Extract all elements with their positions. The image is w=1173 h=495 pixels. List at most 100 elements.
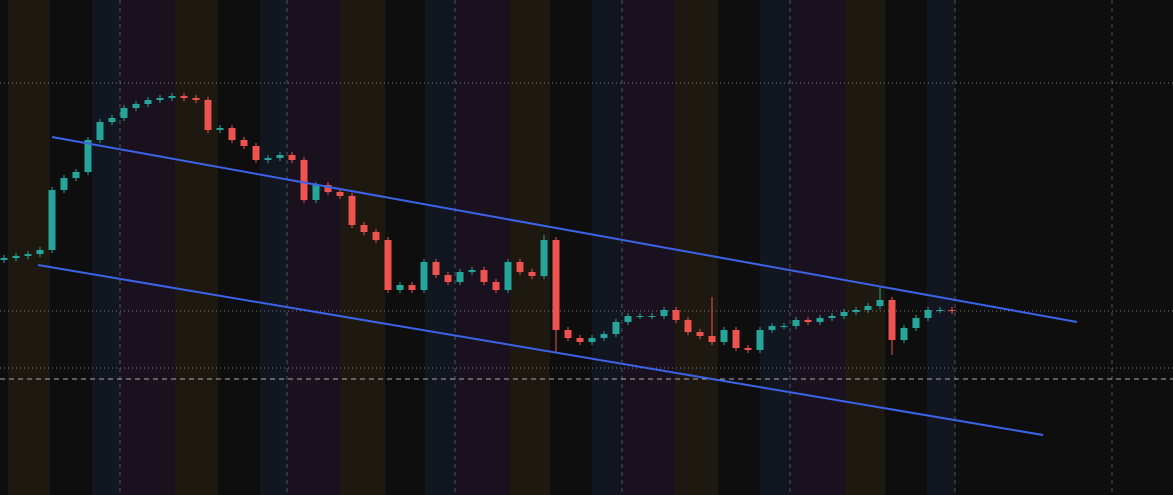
candle-body [72, 172, 80, 178]
band [120, 0, 175, 495]
candle-body [876, 300, 884, 306]
candle-body [684, 320, 692, 332]
candle-body [372, 232, 380, 240]
candle-body [708, 336, 716, 342]
candle-body [276, 155, 284, 158]
candle-body [948, 310, 956, 311]
band [592, 0, 622, 495]
candle-body [672, 310, 680, 320]
candle-body [60, 178, 68, 190]
candle-body [648, 316, 656, 317]
channel-lower [37, 264, 1044, 436]
band [790, 0, 845, 495]
candle-body [420, 262, 428, 290]
band [927, 0, 955, 495]
candle-body [492, 282, 500, 290]
candle-body [48, 190, 56, 250]
candle-body [768, 326, 776, 330]
candle-body [228, 128, 236, 140]
candle-body [264, 158, 272, 160]
candle-body [312, 185, 320, 200]
candle-body [852, 310, 860, 312]
candle-body [636, 316, 644, 317]
channel [37, 136, 1078, 436]
candle-body [732, 330, 740, 348]
candle-body [660, 310, 668, 316]
candles [0, 93, 956, 355]
candle-body [384, 240, 392, 290]
candle-body [612, 322, 620, 334]
candle-body [180, 96, 188, 98]
candle-body [624, 316, 632, 322]
band [675, 0, 718, 495]
candle-body [120, 108, 128, 118]
candle-body [744, 348, 752, 350]
candle-body [552, 240, 560, 330]
candle-body [516, 262, 524, 272]
candle-body [324, 185, 332, 192]
candle-body [912, 318, 920, 328]
candle-body [252, 146, 260, 160]
candle-body [408, 285, 416, 290]
candle-body [468, 270, 476, 272]
band [340, 0, 385, 495]
channel-upper [51, 136, 1078, 323]
candle-body [888, 300, 896, 340]
candle-body [588, 338, 596, 342]
candle-body [924, 310, 932, 318]
candle-body [576, 338, 584, 342]
candle-body [336, 192, 344, 196]
candle-body [360, 225, 368, 232]
band [175, 0, 218, 495]
band [92, 0, 120, 495]
candle-body [456, 272, 464, 282]
candle-body [84, 140, 92, 172]
candle-body [144, 100, 152, 104]
band [425, 0, 455, 495]
candle-body [432, 262, 440, 275]
candle-body [96, 122, 104, 140]
candle-body [528, 272, 536, 276]
candle-body [828, 316, 836, 318]
session-bands [8, 0, 955, 495]
candle-body [288, 155, 296, 160]
candle-body [12, 256, 20, 258]
candle-body [0, 258, 8, 260]
candle-body [132, 104, 140, 108]
candle-body [756, 330, 764, 350]
band [760, 0, 790, 495]
candle-body [192, 98, 200, 100]
candle-body [396, 285, 404, 290]
candle-body [816, 318, 824, 322]
candle-body [348, 196, 356, 225]
candle-body [720, 330, 728, 342]
levels [0, 82, 1173, 380]
candle-body [540, 240, 548, 276]
candle-body [864, 306, 872, 310]
candle-body [204, 100, 212, 130]
candle-body [36, 250, 44, 254]
band [845, 0, 885, 495]
candle-body [156, 98, 164, 100]
candle-body [480, 270, 488, 282]
candle-body [780, 326, 788, 327]
candle-body [216, 128, 224, 130]
candle-body [804, 320, 812, 322]
candle-body [840, 312, 848, 316]
band [260, 0, 288, 495]
candle-body [564, 330, 572, 338]
candle-body [300, 160, 308, 200]
candle-body [504, 262, 512, 290]
candle-body [696, 332, 704, 336]
candle-body [108, 118, 116, 122]
candle-body [900, 328, 908, 340]
candle-body [936, 310, 944, 311]
candle-body [792, 320, 800, 326]
candle-body [444, 275, 452, 282]
candle-body [240, 140, 248, 146]
candle-body [168, 96, 176, 98]
band [8, 0, 50, 495]
candle-body [600, 334, 608, 338]
band [288, 0, 340, 495]
